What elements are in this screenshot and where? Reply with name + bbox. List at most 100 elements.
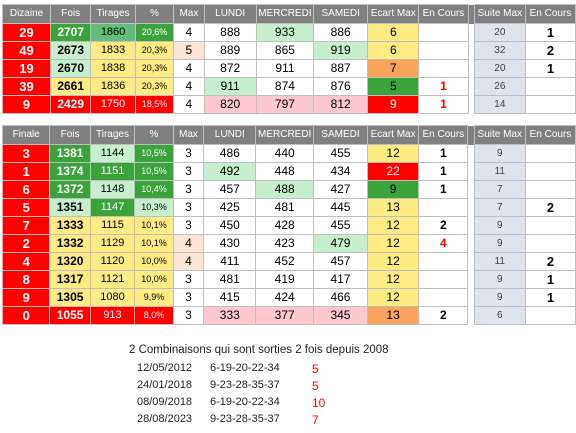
- dizaine-cell-encours2: 1: [524, 59, 576, 78]
- dizaine-cell-max: 4: [173, 77, 205, 96]
- finale-cell-encours: [418, 252, 469, 271]
- combination-date: 24/01/2018: [137, 379, 193, 391]
- combination-date: 12/05/2012: [137, 362, 193, 374]
- combination-row: 08/09/2018 6-19-20-22-34 10: [0, 396, 576, 412]
- finale-header-tirages: Tirages: [89, 125, 136, 145]
- finale-cell-fois: 1372: [49, 180, 91, 199]
- finale-header-lundi: LUNDI: [203, 125, 257, 145]
- finale-cell-encours: [418, 270, 469, 289]
- finale-cell-tirages: 1080: [89, 288, 136, 307]
- column-gap: [467, 144, 475, 163]
- column-gap: [468, 4, 475, 24]
- combination-gap: 5: [312, 379, 319, 393]
- finale-cell-encours: 1: [418, 162, 469, 181]
- dizaine-cell-label: 49: [1, 41, 52, 60]
- combination-gap: 5: [312, 362, 319, 376]
- finale-cell-ecart: 12: [366, 144, 420, 163]
- finale-body: 3 1381 1144 10,5% 3 486 440 455 12 1 9 1 1374 1151 10,…: [1, 144, 576, 325]
- dizaine-header-fois: Fois: [50, 4, 92, 24]
- column-gap: [468, 41, 475, 60]
- finale-cell-mercredi: 428: [255, 216, 314, 235]
- combination-numbers: 6-19-20-22-34: [210, 396, 280, 408]
- finale-cell-mercredi: 423: [255, 234, 314, 253]
- finale-cell-lundi: 411: [203, 252, 257, 271]
- dizaine-cell-ecart: 7: [367, 59, 420, 78]
- combination-gap: 7: [312, 413, 319, 427]
- finale-cell-label: 2: [1, 234, 51, 253]
- finale-cell-label: 7: [1, 216, 51, 235]
- dizaine-cell-samedi: 876: [313, 77, 369, 96]
- dizaine-cell-lundi: 872: [203, 59, 257, 78]
- finale-row: 3 1381 1144 10,5% 3 486 440 455 12 1 9: [1, 144, 576, 163]
- column-gap: [468, 59, 475, 78]
- dizaine-cell-max: 4: [173, 23, 205, 42]
- dizaine-cell-suite: 20: [473, 59, 526, 78]
- finale-cell-label: 9: [1, 288, 51, 307]
- column-gap: [468, 77, 475, 96]
- dizaine-cell-tirages: 1836: [90, 77, 136, 96]
- dizaine-cell-lundi: 889: [203, 41, 257, 60]
- finale-cell-encours2: 2: [524, 252, 576, 271]
- finale-header-encours: En Cours: [418, 125, 469, 145]
- finale-cell-ecart: 13: [366, 306, 420, 325]
- finale-cell-mercredi: 424: [255, 288, 314, 307]
- finale-cell-pct: 10,5%: [134, 144, 174, 163]
- column-gap: [468, 23, 475, 42]
- dizaine-cell-mercredi: 911: [255, 59, 315, 78]
- finale-cell-fois: 1055: [49, 306, 91, 325]
- column-gap: [467, 288, 475, 307]
- dizaine-cell-encours: [418, 41, 469, 60]
- finale-cell-tirages: 1144: [89, 144, 136, 163]
- dizaine-cell-fois: 2673: [50, 41, 92, 60]
- finale-cell-encours2: [524, 144, 576, 163]
- finale-cell-label: 4: [1, 252, 51, 271]
- dizaine-header-suite: Suite Max: [473, 4, 526, 24]
- dizaine-cell-ecart: 9: [367, 95, 420, 114]
- dizaine-cell-pct: 20,6%: [134, 23, 175, 42]
- finale-cell-mercredi: 481: [255, 198, 314, 217]
- finale-cell-tirages: 1148: [89, 180, 136, 199]
- dizaine-cell-encours: [418, 59, 469, 78]
- dizaine-cell-samedi: 886: [313, 23, 369, 42]
- finale-row: 9 1305 1080 9,9% 3 415 424 466 12 9 1: [1, 288, 576, 307]
- dizaine-row: 19 2670 1838 20,3% 4 872 911 887 7 20 1: [1, 59, 576, 78]
- finale-cell-max: 4: [172, 234, 205, 253]
- finale-cell-encours: 2: [418, 216, 469, 235]
- finale-cell-suite: 11: [473, 252, 526, 271]
- finale-cell-encours2: 2: [524, 198, 576, 217]
- finale-cell-mercredi: 419: [255, 270, 314, 289]
- finale-row: 2 1332 1129 10,1% 4 430 423 479 12 4 9: [1, 234, 576, 253]
- finale-row: 1 1374 1151 10,5% 3 492 448 434 22 1 11: [1, 162, 576, 181]
- finale-cell-suite: 7: [473, 198, 526, 217]
- column-gap: [467, 306, 475, 325]
- dizaine-row: 39 2661 1836 20,3% 4 911 874 876 5 1 26: [1, 77, 576, 96]
- finale-cell-suite: 9: [473, 234, 526, 253]
- finale-cell-pct: 10,0%: [134, 270, 174, 289]
- finale-cell-tirages: 913: [89, 306, 136, 325]
- column-gap: [467, 162, 475, 181]
- finale-cell-tirages: 1120: [89, 252, 136, 271]
- finale-header-ecart: Ecart Max: [366, 125, 420, 145]
- finale-cell-encours2: 1: [524, 270, 576, 289]
- combination-date: 28/08/2023: [137, 413, 193, 425]
- dizaine-header-row: Dizaine Fois Tirages% Max LUNDI MERCREDI SAMED…: [1, 4, 576, 24]
- finale-cell-lundi: 333: [203, 306, 257, 325]
- column-gap: [467, 270, 475, 289]
- dizaine-cell-tirages: 1750: [90, 95, 136, 114]
- dizaine-cell-ecart: 6: [367, 41, 420, 60]
- finale-row: 6 1372 1148 10,4% 3 457 488 427 9 1 7: [1, 180, 576, 199]
- finale-cell-mercredi: 488: [255, 180, 314, 199]
- finale-cell-samedi: 466: [312, 288, 368, 307]
- dizaine-cell-label: 29: [1, 23, 52, 42]
- finale-cell-ecart: 12: [366, 234, 420, 253]
- dizaine-cell-ecart: 6: [367, 23, 420, 42]
- finale-cell-suite: 7: [473, 180, 526, 199]
- finale-cell-suite: 9: [473, 144, 526, 163]
- finale-cell-ecart: 12: [366, 216, 420, 235]
- finale-cell-suite: 9: [473, 288, 526, 307]
- finale-cell-pct: 8,0%: [134, 306, 174, 325]
- dizaine-cell-mercredi: 933: [255, 23, 315, 42]
- finale-cell-tirages: 1115: [89, 216, 136, 235]
- dizaine-cell-label: 39: [1, 77, 52, 96]
- finale-cell-samedi: 427: [312, 180, 368, 199]
